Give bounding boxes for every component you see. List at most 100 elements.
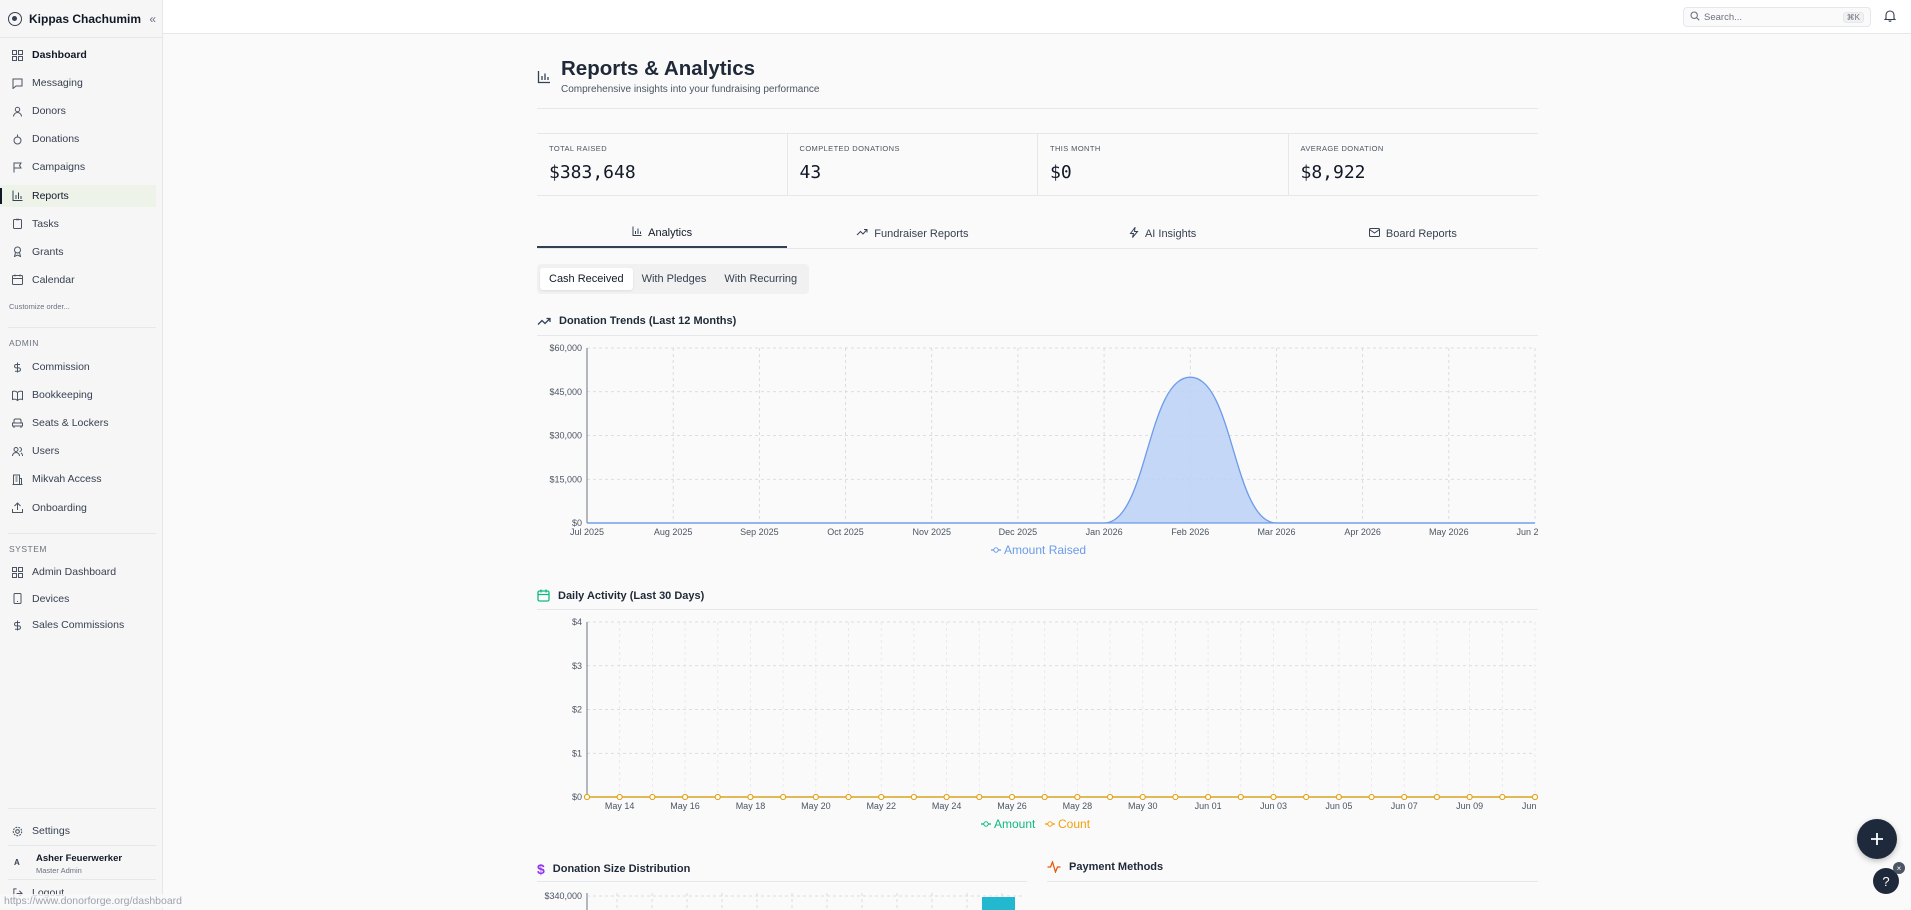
x-tick-label: Dec 2025: [999, 527, 1038, 537]
search-icon: [1690, 10, 1700, 24]
x-tick-label: May 18: [736, 801, 766, 811]
x-tick-label: Oct 2025: [827, 527, 864, 537]
sidebar-item-commission[interactable]: Commission: [0, 356, 156, 378]
sidebar-item-users[interactable]: Users: [0, 440, 156, 462]
sidebar-item-label: Grants: [32, 245, 64, 258]
data-point: [616, 793, 623, 801]
tab-board-reports[interactable]: Board Reports: [1288, 219, 1538, 248]
y-tick-label: $4: [572, 617, 582, 627]
data-point: [845, 793, 852, 801]
grid-icon: [11, 566, 24, 579]
device-icon: [11, 592, 24, 605]
legend-label: Amount: [994, 817, 1036, 831]
sidebar-item-sales-commissions[interactable]: Sales Commissions: [0, 614, 156, 636]
sidebar-item-tasks[interactable]: Tasks: [0, 213, 156, 235]
avatar: A: [14, 858, 20, 867]
y-tick-label: $2: [572, 705, 582, 715]
subtab-with-recurring[interactable]: With Recurring: [724, 273, 798, 285]
grid-icon: [11, 49, 24, 62]
legend-label: Count: [1058, 817, 1091, 831]
stat-total-raised: TOTAL RAISED $383,648: [537, 134, 788, 195]
data-point: [1270, 793, 1277, 801]
tab-fundraiser-reports[interactable]: Fundraiser Reports: [787, 219, 1037, 248]
stat-value: 43: [799, 162, 822, 183]
legend-marker: [983, 821, 989, 827]
sidebar-item-reports[interactable]: Reports: [0, 184, 156, 207]
sidebar-item-mikvah-access[interactable]: Mikvah Access: [0, 468, 156, 490]
sidebar-item-label: Commission: [32, 361, 90, 373]
x-tick-label: Jan 2026: [1086, 527, 1123, 537]
sidebar-item-donors[interactable]: Donors: [0, 100, 156, 122]
bar-chart-icon: [632, 226, 642, 239]
calendar-icon: [11, 273, 24, 286]
section-title: Donation Trends (Last 12 Months): [559, 315, 737, 327]
notification-bell-icon[interactable]: [1883, 9, 1897, 25]
data-point: [1433, 793, 1440, 801]
sidebar-item-onboarding[interactable]: Onboarding: [0, 497, 156, 519]
sidebar-item-donations[interactable]: Donations: [0, 128, 156, 150]
sidebar-item-label: Reports: [32, 189, 69, 202]
data-point: [583, 793, 591, 801]
users-icon: [11, 445, 24, 458]
donation-icon: [11, 133, 24, 146]
mail-icon: [1368, 227, 1380, 240]
data-point: [1368, 793, 1375, 801]
customize-order-link[interactable]: Customize order...: [9, 302, 70, 311]
data-point: [1139, 793, 1146, 801]
award-icon: [11, 245, 24, 258]
page-title: Reports & Analytics: [561, 57, 756, 80]
y-tick-label: $15,000: [549, 474, 582, 484]
x-tick-label: May 30: [1128, 801, 1158, 811]
x-tick-label: Jul 2025: [570, 527, 604, 537]
y-tick-label: $30,000: [549, 431, 582, 441]
sidebar-item-dashboard[interactable]: Dashboard: [0, 44, 156, 66]
data-point: [1499, 793, 1506, 801]
sidebar-item-bookkeeping[interactable]: Bookkeeping: [0, 384, 156, 406]
y-tick-label: $45,000: [549, 387, 582, 397]
data-point: [910, 793, 917, 801]
data-point: [943, 793, 950, 801]
book-icon: [11, 389, 24, 402]
tab-ai-insights[interactable]: AI Insights: [1038, 219, 1288, 248]
x-tick-label: Sep 2025: [740, 527, 779, 537]
daily-activity-header: Daily Activity (Last 30 Days): [537, 589, 704, 602]
sidebar-item-seats-lockers[interactable]: Seats & Lockers: [0, 412, 156, 434]
system-section-label: SYSTEM: [9, 544, 47, 554]
sidebar-item-label: Tasks: [32, 217, 59, 230]
lightning-icon: [1129, 225, 1139, 241]
dollar-icon: [11, 361, 24, 374]
sidebar-item-label: Bookkeeping: [32, 389, 93, 402]
sidebar-item-messaging[interactable]: Messaging: [0, 72, 156, 94]
search-box[interactable]: Search... ⌘K: [1683, 7, 1871, 27]
building-icon: [11, 473, 24, 486]
bar: [982, 897, 1015, 910]
tab-label: Analytics: [648, 226, 693, 239]
settings-link[interactable]: Settings: [0, 820, 156, 842]
sidebar-item-calendar[interactable]: Calendar: [0, 269, 156, 291]
subtab-with-pledges[interactable]: With Pledges: [641, 273, 707, 285]
search-input[interactable]: Search...: [1704, 11, 1743, 23]
clipboard-icon: [11, 217, 24, 230]
data-point: [747, 793, 754, 801]
data-point: [780, 793, 787, 801]
data-point: [1401, 793, 1408, 801]
sidebar-item-label: Sales Commissions: [32, 619, 125, 631]
payment-methods-header: Payment Methods: [1047, 861, 1163, 873]
data-point: [812, 793, 819, 801]
add-fab-button[interactable]: [1857, 819, 1897, 859]
sidebar-item-devices[interactable]: Devices: [0, 588, 156, 610]
data-point: [682, 793, 689, 801]
x-tick-label: Jun 2026: [1516, 527, 1538, 537]
sidebar-item-label: Campaigns: [32, 161, 86, 174]
sidebar-item-grants[interactable]: Grants: [0, 241, 156, 263]
x-tick-label: May 20: [801, 801, 831, 811]
tab-analytics[interactable]: Analytics: [537, 219, 788, 248]
collapse-sidebar-icon[interactable]: «: [149, 12, 156, 26]
report-tabs: Analytics Fundraiser Reports AI Insights…: [537, 219, 1538, 249]
sidebar-item-admin-dashboard[interactable]: Admin Dashboard: [0, 561, 156, 583]
close-help-icon[interactable]: ×: [1893, 862, 1905, 874]
subtab-cash-received[interactable]: Cash Received: [540, 268, 633, 290]
sidebar-item-campaigns[interactable]: Campaigns: [0, 156, 156, 178]
sidebar-item-label: Donors: [32, 105, 66, 118]
donation-trends-header: Donation Trends (Last 12 Months): [537, 315, 736, 327]
